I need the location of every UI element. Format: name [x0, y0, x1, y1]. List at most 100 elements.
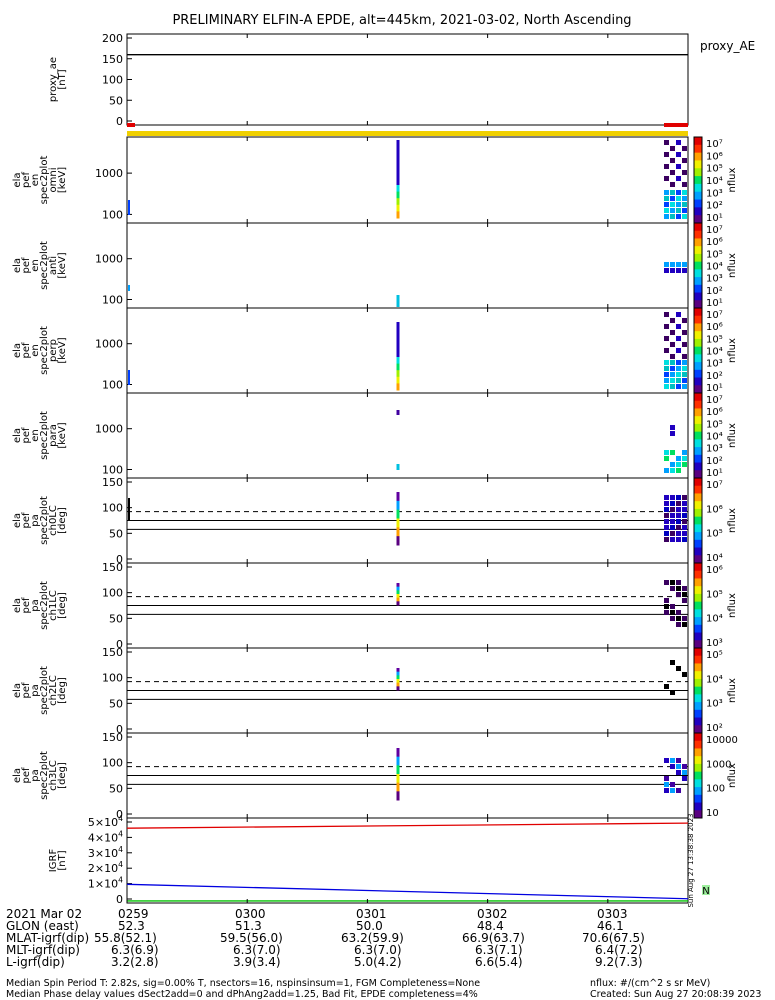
cell: 0302	[477, 907, 508, 921]
y-axis-label-omni: en	[30, 174, 41, 187]
end-pass-pixel	[670, 450, 675, 455]
cell: 3.2(2.8)	[111, 955, 159, 969]
colorbar-tick-label-ch3LC: 10000	[706, 735, 738, 746]
colorbar-tick-label-ch3LC: 10	[706, 808, 719, 819]
y-axis-label-ch3LC: pa	[30, 769, 41, 781]
y-tick-label-ch0LC: 100	[102, 502, 123, 515]
status-bar-red	[664, 123, 688, 127]
end-pass-pixel	[670, 690, 675, 695]
end-pass-pixel	[676, 592, 681, 597]
end-pass-pixel	[682, 598, 687, 603]
colorbar-tick-label-para: 10³	[706, 444, 723, 455]
end-pass-pixel	[664, 788, 669, 793]
end-pass-pixel	[676, 202, 681, 207]
colorbar-ch0LC-segment	[694, 501, 702, 510]
colorbar-ch2LC-segment	[694, 702, 702, 711]
cell: 63.2(59.9)	[341, 931, 404, 945]
colorbar-perp-segment	[694, 346, 702, 355]
y-axis-label-para: pef	[21, 427, 32, 444]
n-marker-box	[702, 885, 710, 895]
end-pass-pixel	[682, 519, 687, 524]
colorbar-ch3LC-segment	[694, 802, 702, 811]
colorbar-tick-label-ch2LC: 10⁵	[706, 650, 723, 661]
end-pass-pixel	[676, 312, 681, 317]
colorbar-tick-label-para: 10⁴	[706, 432, 723, 443]
status-bar-red	[127, 123, 135, 127]
spectrum-column	[396, 370, 400, 378]
colorbar-ch0LC-segment	[694, 524, 702, 533]
orbit-row-l: L-igrf(dip) 3.2(2.8) 3.9(3.4) 5.0(4.2) 6…	[6, 956, 766, 968]
y-axis-label-ch1LC: ela	[12, 598, 23, 613]
y-tick-label-ch0LC: 150	[102, 476, 123, 489]
start-mark	[128, 200, 130, 215]
cell: 55.8(52.1)	[94, 931, 157, 945]
y-axis-label-ch1LC: pef	[21, 597, 32, 614]
end-pass-pixel	[682, 672, 687, 677]
end-pass-pixel	[664, 324, 669, 329]
colorbar-tick-label-ch3LC: 100	[706, 784, 725, 795]
end-pass-pixel	[664, 501, 669, 506]
pitch-angle-column	[396, 791, 400, 801]
colorbar-ch0LC-segment	[694, 532, 702, 541]
orbit-row-mlt: MLT-igrf(dip) 6.3(6.9) 6.3(7.0) 6.3(7.0)…	[6, 944, 766, 956]
end-pass-pixel	[676, 501, 681, 506]
colorbar-label-ch3LC: nflux	[727, 763, 738, 788]
colorbar-tick-label-anti: 10⁴	[706, 262, 723, 273]
end-pass-pixel	[676, 164, 681, 169]
colorbar-ch1LC-segment	[694, 586, 702, 595]
footer-line-1: Median Spin Period T: 2.82s, sig=0.00% T…	[6, 978, 481, 989]
y-axis-label-ch3LC: [deg]	[57, 762, 68, 789]
end-pass-pixel	[670, 537, 675, 542]
orbit-table: 2021 Mar 02 0259 0300 0301 0302 0303 GLO…	[6, 908, 766, 968]
end-pass-pixel	[682, 202, 687, 207]
y-axis-label-ch2LC: [deg]	[57, 677, 68, 704]
y-tick-label-ch1LC: 0	[116, 638, 123, 651]
end-pass-pixel	[670, 378, 675, 383]
colorbar-ch2LC-segment	[694, 694, 702, 703]
y-axis-label-anti: pef	[21, 257, 32, 274]
y-axis-label-ch1LC: ch1LC	[48, 590, 59, 621]
row-label: MLAT-igrf(dip)	[6, 931, 90, 945]
cell: 3.9(3.4)	[233, 955, 281, 969]
cell: 6.6(5.4)	[475, 955, 523, 969]
end-pass-pixel	[664, 366, 669, 371]
end-pass-pixel	[676, 537, 681, 542]
end-pass-pixel	[664, 196, 669, 201]
y-tick-label-proxy_ae: 50	[109, 94, 123, 107]
colorbar-tick-label-perp: 10¹	[706, 383, 723, 394]
end-pass-pixel	[664, 519, 669, 524]
colorbar-para-segment	[694, 408, 702, 417]
row-label: GLON (east)	[6, 919, 79, 933]
pitch-angle-column	[396, 675, 400, 680]
colorbar-tick-label-perp: 10⁴	[706, 347, 723, 358]
cell: 0303	[597, 907, 628, 921]
end-pass-pixel	[676, 525, 681, 530]
end-pass-pixel	[676, 495, 681, 500]
y-tick-label-ch2LC: 0	[116, 723, 123, 736]
end-pass-pixel	[664, 776, 669, 781]
colorbar-ch2LC-segment	[694, 717, 702, 726]
end-pass-pixel	[664, 176, 669, 181]
end-pass-pixel	[676, 622, 681, 627]
colorbar-ch3LC-segment	[694, 748, 702, 757]
colorbar-ch2LC-segment	[694, 655, 702, 664]
colorbar-tick-label-anti: 10²	[706, 286, 723, 297]
end-pass-pixel	[676, 214, 681, 219]
colorbar-ch0LC-segment	[694, 539, 702, 549]
y-axis-label-perp: [keV]	[57, 337, 68, 363]
end-pass-pixel	[682, 450, 687, 455]
end-pass-pixel	[682, 360, 687, 365]
y-axis-label-ch0LC: pef	[21, 512, 32, 529]
y-axis-label-omni: spec2plot	[39, 156, 50, 205]
y-axis-label-ch2LC: ela	[12, 683, 23, 698]
end-pass-pixel	[676, 758, 681, 763]
end-pass-pixel	[670, 372, 675, 377]
colorbar-omni-segment	[694, 137, 702, 146]
end-pass-pixel	[664, 208, 669, 213]
colorbar-tick-label-omni: 10³	[706, 188, 723, 199]
colorbar-perp-segment	[694, 385, 702, 394]
colorbar-anti-segment	[694, 300, 702, 309]
pitch-angle-column	[396, 601, 400, 606]
end-pass-pixel	[682, 495, 687, 500]
y-tick-label-proxy_ae: 100	[102, 74, 123, 87]
